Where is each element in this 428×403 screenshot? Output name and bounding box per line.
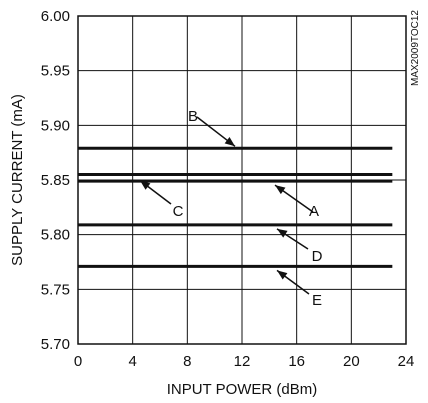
x-tick-label: 0 [74,353,82,370]
annotation-label-d: D [312,248,323,265]
annotation-label-c: C [173,203,184,220]
y-axis-label: SUPPLY CURRENT (mA) [9,94,26,266]
annotation-label-e: E [312,292,322,309]
plot-frame [77,15,407,345]
figure-code-label: MAX2009TOC12 [410,10,421,86]
x-tick-label: 12 [234,353,251,370]
y-tick-label: 5.85 [41,172,70,189]
series-lines [78,146,393,268]
x-tick-label: 20 [343,353,360,370]
annotation-arrowhead-d [277,228,288,238]
y-tick-label: 5.80 [41,227,70,244]
y-tick-labels: 5.70 5.75 5.80 5.85 5.90 5.95 6.00 [41,8,70,353]
y-tick-label: 5.90 [41,117,70,134]
annotations: A B C D E [139,108,323,309]
y-tick-label: 5.70 [41,336,70,353]
annotation-arrowhead-e [277,270,288,280]
y-tick-label: 5.75 [41,281,70,298]
y-tick-label: 6.00 [41,8,70,25]
annotation-arrowhead-a [275,185,286,195]
annotation-arrowhead-c [140,180,151,190]
annotation-label-a: A [309,203,319,220]
x-tick-label: 24 [398,353,415,370]
y-tick-label: 5.95 [41,63,70,80]
annotation-label-b: B [188,108,198,125]
x-tick-label: 4 [128,353,136,370]
x-axis-label: INPUT POWER (dBm) [167,381,318,398]
x-tick-labels: 0 4 8 12 16 20 24 [74,353,415,370]
x-tick-label: 8 [183,353,191,370]
annotation-arrowhead-b [224,137,235,147]
x-tick-label: 16 [288,353,305,370]
